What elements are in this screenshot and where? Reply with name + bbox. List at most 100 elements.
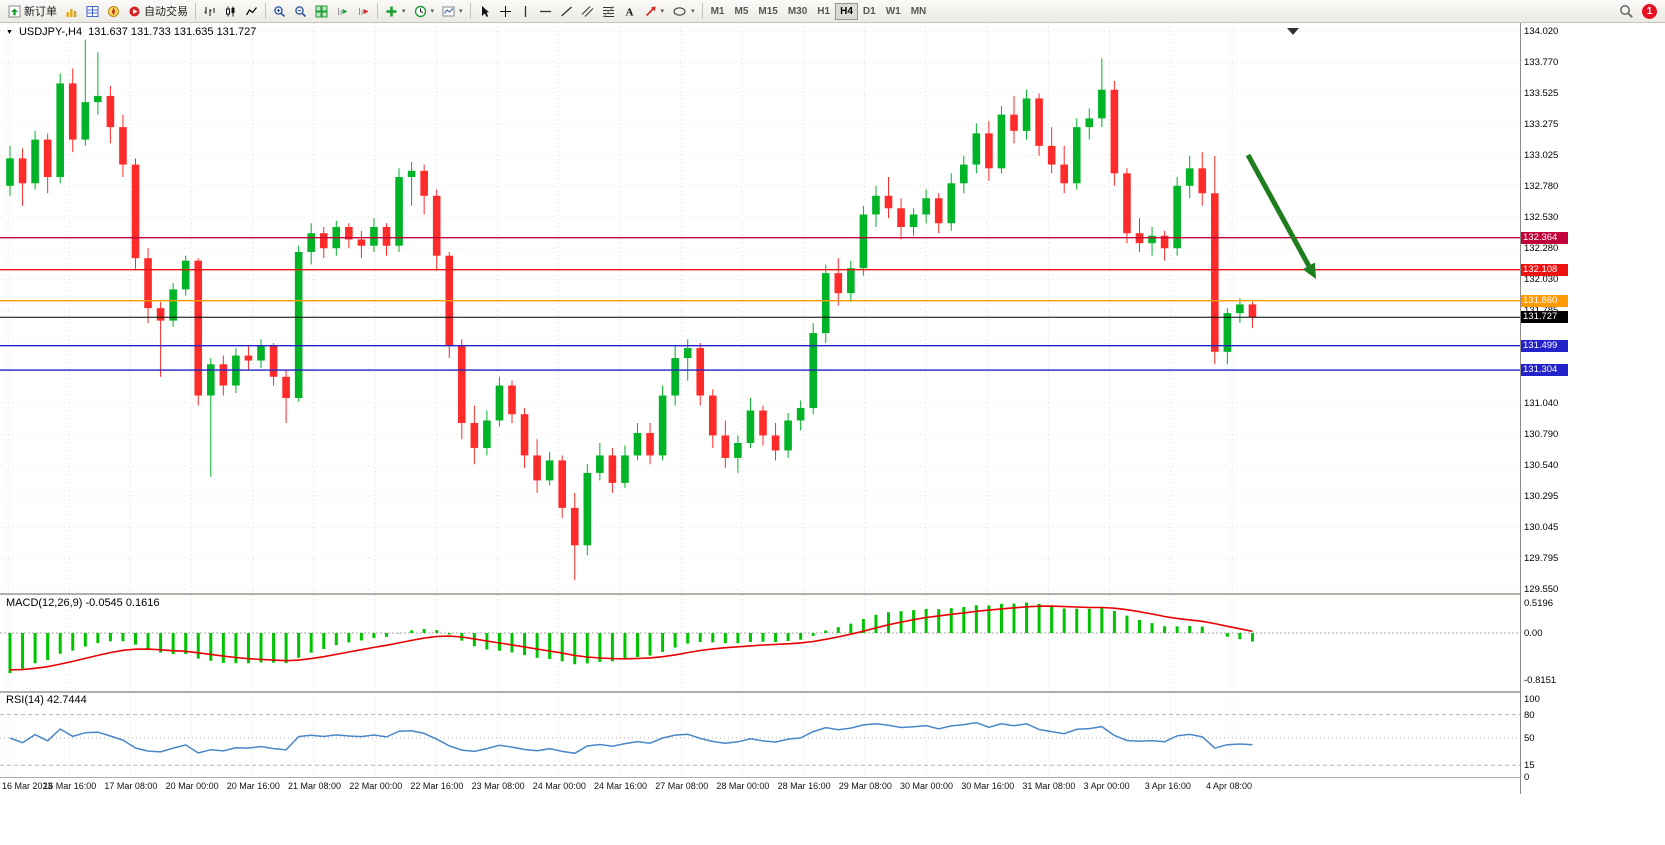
text-tool-button[interactable]: A (619, 1, 640, 21)
timeframe-h1[interactable]: H1 (817, 6, 831, 17)
macd-chart[interactable] (0, 595, 1520, 691)
autotrading-button[interactable]: 自动交易 (124, 1, 192, 21)
zoom-in-button[interactable] (269, 1, 290, 21)
price-axis-label: 133.770 (1524, 57, 1559, 69)
chart-shift-marker[interactable] (1287, 28, 1299, 35)
trend-arrow[interactable] (1245, 153, 1314, 273)
rsi-chart[interactable] (0, 693, 1520, 777)
candle (859, 205, 868, 276)
candle (985, 120, 993, 181)
horizontal-line-button[interactable] (535, 1, 556, 21)
market-watch-button[interactable] (82, 1, 103, 21)
macd-pane[interactable]: MACD(12,26,9) -0.0545 0.1616 (0, 595, 1520, 691)
zoom-out-button[interactable] (290, 1, 311, 21)
new-order-button[interactable]: 新订单 (4, 1, 61, 21)
candle (1123, 168, 1131, 244)
candle (909, 208, 918, 236)
crosshair-button[interactable] (495, 1, 516, 21)
candle (897, 198, 905, 240)
candle (671, 345, 679, 406)
shapes-tool-icon (673, 6, 686, 16)
notification-badge[interactable]: 1 (1642, 3, 1657, 19)
candle (1173, 177, 1181, 256)
candle (960, 155, 968, 194)
rsi-axis-label: 50 (1524, 733, 1535, 744)
price-axis-label: 132.780 (1524, 180, 1559, 192)
time-axis-label: 23 Mar 08:00 (471, 781, 525, 791)
macd-axis-label: -0.8151 (1524, 675, 1557, 687)
candle (621, 445, 629, 488)
candle (420, 164, 428, 215)
arrows-tool-icon (645, 6, 656, 16)
chart-header: ▼ USDJPY-,H4 131.637 131.733 131.635 131… (6, 26, 256, 38)
timeframe-h4[interactable]: H4 (835, 3, 858, 20)
dropdown-caret-icon: ▾ (459, 8, 463, 15)
periods-icon (414, 5, 426, 17)
indicators-button[interactable]: ▾ (381, 1, 410, 21)
candle (570, 492, 579, 581)
current-price-label[interactable]: 131.727 (1521, 311, 1568, 324)
time-axis-label: 28 Mar 00:00 (716, 781, 770, 791)
candle (43, 133, 52, 194)
rsi-line (9, 721, 1253, 755)
candle (207, 358, 215, 477)
level-price-label[interactable]: 131.499 (1521, 339, 1568, 352)
timeframe-w1[interactable]: W1 (885, 6, 901, 17)
candle (156, 301, 165, 377)
templates-button[interactable]: ▾ (438, 1, 467, 21)
candle (784, 412, 792, 458)
chart-window: ▼ USDJPY-,H4 131.637 131.733 131.635 131… (0, 23, 1665, 794)
candle (709, 389, 717, 448)
vertical-line-button[interactable] (516, 1, 535, 21)
line-chart-button[interactable] (241, 1, 262, 21)
level-price-label[interactable]: 132.108 (1521, 263, 1568, 276)
auto-scroll-button[interactable] (332, 1, 353, 21)
fibonacci-button[interactable] (598, 1, 619, 21)
pane-splitter[interactable] (0, 691, 1568, 693)
candlestick-chart-button[interactable] (220, 1, 241, 21)
price-pane[interactable]: ▼ USDJPY-,H4 131.637 131.733 131.635 131… (0, 23, 1520, 593)
shapes-tool-button[interactable]: ▾ (668, 1, 699, 21)
level-price-label[interactable]: 131.860 (1521, 294, 1568, 307)
chart-shift-button[interactable] (353, 1, 374, 21)
macd-signal-line (9, 605, 1253, 671)
candle (106, 85, 115, 144)
price-axis-label: 131.785 (1524, 305, 1558, 316)
candle (495, 376, 504, 427)
level-price-label[interactable]: 131.304 (1521, 364, 1568, 377)
rsi-label: RSI(14) 42.7444 (6, 694, 87, 706)
rsi-pane[interactable]: RSI(14) 42.7444 (0, 693, 1520, 777)
level-price-label[interactable]: 132.364 (1521, 231, 1568, 244)
cursor-button[interactable] (474, 1, 495, 21)
periods-button[interactable]: ▾ (410, 1, 439, 21)
timeframe-m5[interactable]: M5 (734, 6, 749, 17)
timeframe-m30[interactable]: M30 (787, 6, 808, 17)
navigator-icon (108, 5, 119, 17)
candle (1211, 155, 1219, 365)
candle (1248, 301, 1257, 329)
timeframe-d1[interactable]: D1 (862, 6, 876, 17)
tile-windows-button[interactable] (311, 1, 332, 21)
timeframe-mn[interactable]: MN (910, 6, 927, 17)
timeframe-m1[interactable]: M1 (710, 6, 725, 17)
trendline-button[interactable] (556, 1, 577, 21)
bar-chart-button[interactable] (199, 1, 220, 21)
chart-profiles-button[interactable] (61, 1, 82, 21)
equidistant-channel-button[interactable] (577, 1, 598, 21)
dropdown-caret-icon: ▾ (691, 8, 695, 15)
candlestick-chart[interactable] (0, 23, 1520, 593)
price-axis[interactable]: 134.020 133.770 133.525 133.275 133.025 132.7… (1520, 23, 1568, 794)
pane-splitter[interactable] (0, 593, 1568, 595)
ohlc-values: 131.637 131.733 131.635 131.727 (88, 26, 257, 38)
horizontal-line-icon (539, 10, 551, 12)
arrows-tool-button[interactable]: ▾ (640, 1, 669, 21)
time-axis[interactable]: 16 Mar 2023 16 Mar 16:00 17 Mar 08:00 20 Ma… (0, 778, 1520, 794)
candle (282, 370, 290, 423)
chart-menu-icon[interactable]: ▼ (6, 28, 13, 36)
candle (1110, 80, 1119, 186)
candle (131, 158, 140, 271)
timeframe-m15[interactable]: M15 (758, 6, 778, 17)
search-icon[interactable] (1619, 4, 1634, 19)
candle (1236, 298, 1244, 324)
navigator-button[interactable] (103, 1, 124, 21)
